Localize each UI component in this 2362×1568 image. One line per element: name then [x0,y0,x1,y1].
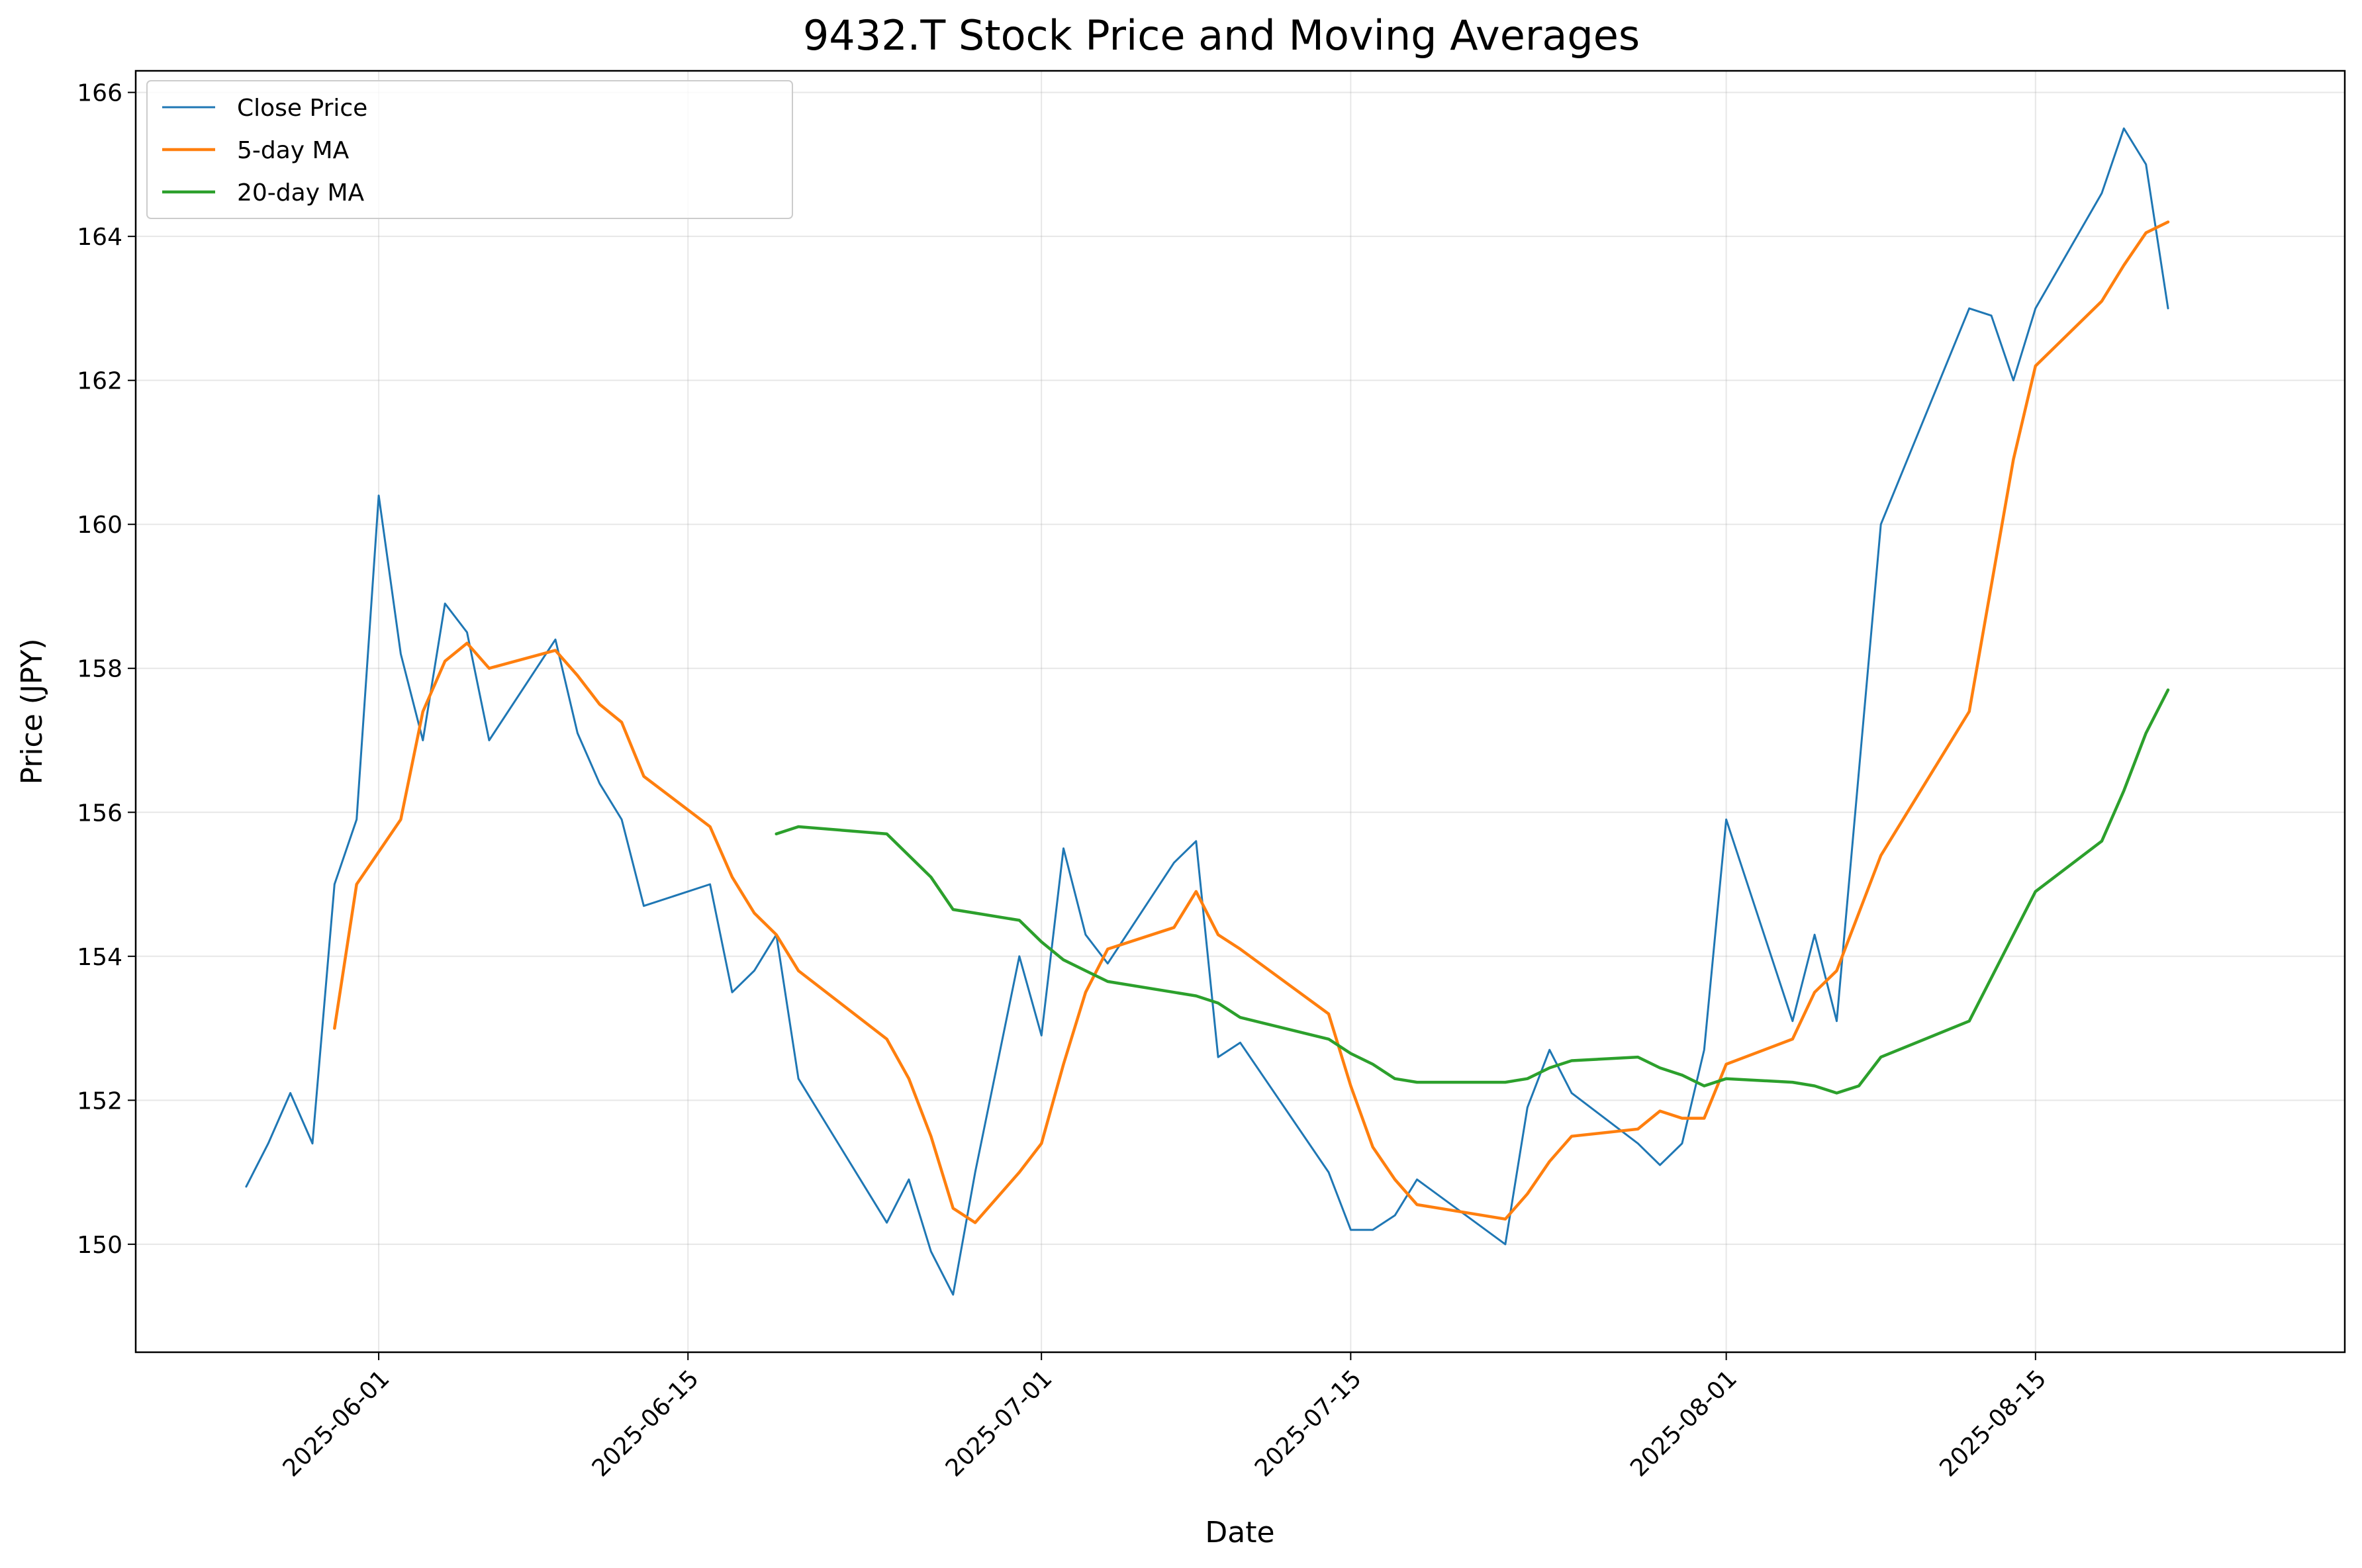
legend-label-close: Close Price [237,95,367,122]
series-line-ma20 [775,688,2170,1095]
legend-label-ma20: 20-day MA [237,179,365,207]
series-line-ma5 [333,220,2170,1224]
y-tick-label: 164 [77,224,122,251]
grid [136,71,2345,1352]
y-tick-label: 156 [77,800,122,827]
y-axis-ticks: 150 152 154 156 158 160 162 164 166 [77,80,136,1259]
y-axis-title: Price (JPY) [15,638,49,784]
x-axis-title: Date [1205,1516,1274,1549]
y-tick-label: 152 [77,1087,122,1115]
y-tick-label: 154 [77,944,122,971]
y-tick-label: 160 [77,512,122,539]
legend: Close Price 5-day MA 20-day MA [146,80,793,219]
series-lines [245,127,2170,1296]
y-tick-label: 166 [77,80,122,107]
legend-label-ma5: 5-day MA [237,137,350,164]
y-tick-label: 150 [77,1232,122,1259]
plot-area-frame [134,69,2346,1354]
chart-title: 9432.T Stock Price and Moving Averages [803,11,1640,60]
y-tick-label: 162 [77,368,122,395]
series-line-close [245,127,2169,1296]
y-tick-label: 158 [77,656,122,683]
legend-box [146,80,793,219]
